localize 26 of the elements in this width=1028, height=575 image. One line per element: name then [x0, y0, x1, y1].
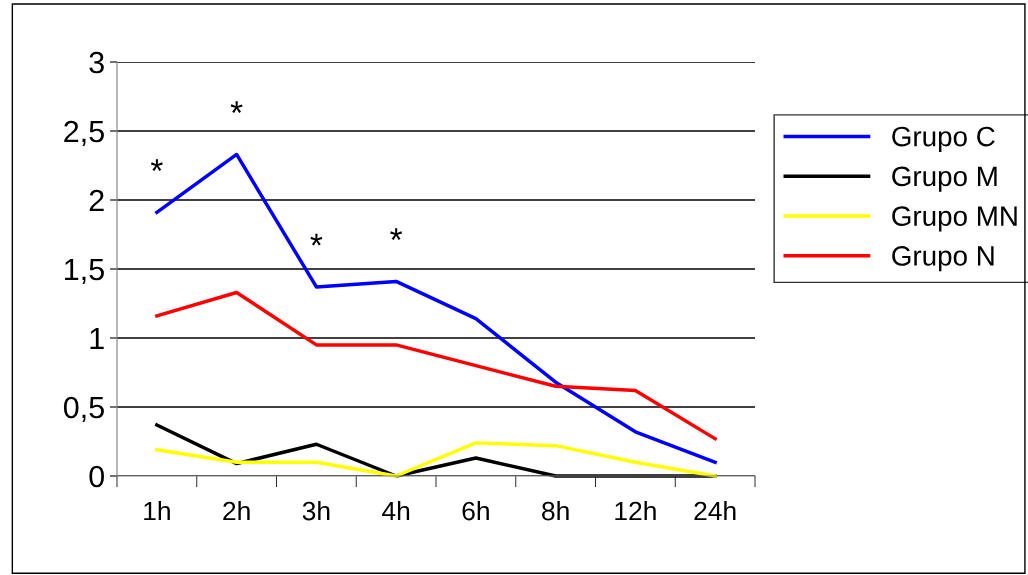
y-tick-label: 0,5	[63, 396, 104, 422]
legend-label: Grupo N	[892, 246, 994, 272]
x-tick-label: 6h	[462, 501, 489, 521]
legend-label: Grupo MN	[892, 206, 1017, 232]
x-tick-label: 3h	[302, 501, 330, 521]
y-tick-label: 2	[89, 189, 104, 212]
line-series	[155, 290, 717, 441]
x-tick-label: 12h	[615, 501, 656, 521]
legend-label: Grupo C	[892, 126, 995, 152]
y-tick-label: 1,5	[65, 259, 104, 284]
x-tick-label: 8h	[542, 501, 569, 521]
annotation: *	[390, 228, 403, 240]
y-tick-label: 2,5	[64, 120, 104, 146]
x-tick-label: 1h	[144, 501, 170, 521]
y-tick-label: 1	[90, 328, 104, 350]
y-tick-label: 0	[89, 465, 104, 488]
y-tick-label: 3	[89, 51, 104, 74]
x-tick-label: 24h	[694, 501, 736, 521]
x-tick-label: 2h	[223, 501, 250, 521]
x-tick-label: 4h	[382, 501, 410, 521]
legend-label: Grupo M	[892, 166, 997, 192]
line-series	[155, 423, 717, 478]
annotation: *	[310, 233, 323, 246]
annotation: *	[230, 101, 243, 113]
annotation: *	[150, 159, 163, 171]
line-series	[155, 441, 717, 478]
